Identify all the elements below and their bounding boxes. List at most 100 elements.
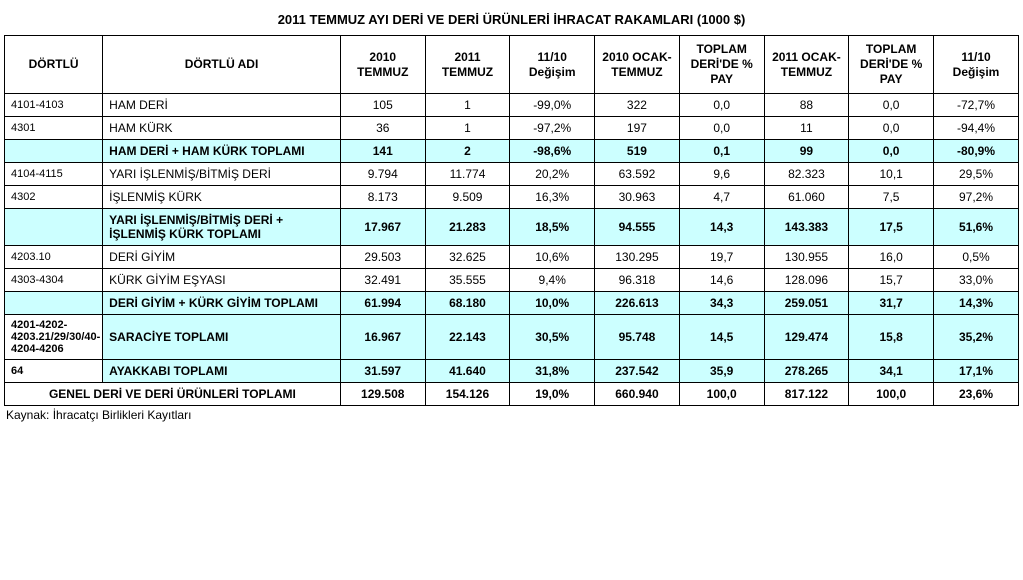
row-code xyxy=(5,209,103,246)
row-value: 9.509 xyxy=(425,186,510,209)
row-name: HAM DERİ + HAM KÜRK TOPLAMI xyxy=(103,140,341,163)
row-code xyxy=(5,140,103,163)
row-name: DERİ GİYİM + KÜRK GİYİM TOPLAMI xyxy=(103,292,341,315)
row-value: 141 xyxy=(340,140,425,163)
row-value: 34,1 xyxy=(849,360,934,383)
row-value: 35,9 xyxy=(679,360,764,383)
row-value: 9,6 xyxy=(679,163,764,186)
col-header-code: DÖRTLÜ xyxy=(5,36,103,94)
row-value: 94.555 xyxy=(595,209,680,246)
row-value: 143.383 xyxy=(764,209,849,246)
row-value: -99,0% xyxy=(510,94,595,117)
row-value: 31.597 xyxy=(340,360,425,383)
table-row: 4301HAM KÜRK361-97,2%1970,0110,0-94,4% xyxy=(5,117,1019,140)
row-value: -94,4% xyxy=(934,117,1019,140)
grand-total-label: GENEL DERİ VE DERİ ÜRÜNLERİ TOPLAMI xyxy=(5,383,341,406)
col-header-change2: 11/10 Değişim xyxy=(934,36,1019,94)
row-value: 22.143 xyxy=(425,315,510,360)
row-value: 17,1% xyxy=(934,360,1019,383)
grand-v6: 100,0 xyxy=(849,383,934,406)
row-value: 0,1 xyxy=(679,140,764,163)
header-row: DÖRTLÜ DÖRTLÜ ADI 2010 TEMMUZ 2011 TEMMU… xyxy=(5,36,1019,94)
row-value: 16,3% xyxy=(510,186,595,209)
row-value: 16.967 xyxy=(340,315,425,360)
row-code xyxy=(5,292,103,315)
row-value: -97,2% xyxy=(510,117,595,140)
table-row: 4302İŞLENMİŞ KÜRK8.1739.50916,3%30.9634,… xyxy=(5,186,1019,209)
row-value: 20,2% xyxy=(510,163,595,186)
row-value: 322 xyxy=(595,94,680,117)
row-name: İŞLENMİŞ KÜRK xyxy=(103,186,341,209)
row-value: 0,0 xyxy=(849,117,934,140)
grand-total-row: GENEL DERİ VE DERİ ÜRÜNLERİ TOPLAMI 129.… xyxy=(5,383,1019,406)
col-header-name: DÖRTLÜ ADI xyxy=(103,36,341,94)
grand-v0: 129.508 xyxy=(340,383,425,406)
row-value: 34,3 xyxy=(679,292,764,315)
row-value: 129.474 xyxy=(764,315,849,360)
subtotal-row: YARI İŞLENMİŞ/BİTMİŞ DERİ + İŞLENMİŞ KÜR… xyxy=(5,209,1019,246)
subtotal-row: 4201-4202-4203.21/29/30/40-4204-4206SARA… xyxy=(5,315,1019,360)
row-name: HAM KÜRK xyxy=(103,117,341,140)
row-value: 41.640 xyxy=(425,360,510,383)
table-row: 4104-4115YARI İŞLENMİŞ/BİTMİŞ DERİ9.7941… xyxy=(5,163,1019,186)
row-value: 130.955 xyxy=(764,246,849,269)
row-value: 95.748 xyxy=(595,315,680,360)
table-row: 4303-4304KÜRK GİYİM EŞYASI32.49135.5559,… xyxy=(5,269,1019,292)
table-title: 2011 TEMMUZ AYI DERİ VE DERİ ÜRÜNLERİ İH… xyxy=(5,4,1019,36)
row-value: 14,5 xyxy=(679,315,764,360)
row-value: 15,7 xyxy=(849,269,934,292)
row-name: KÜRK GİYİM EŞYASI xyxy=(103,269,341,292)
col-header-change1: 11/10 Değişim xyxy=(510,36,595,94)
row-value: 8.173 xyxy=(340,186,425,209)
row-value: 33,0% xyxy=(934,269,1019,292)
row-name: AYAKKABI TOPLAMI xyxy=(103,360,341,383)
row-value: 259.051 xyxy=(764,292,849,315)
row-value: 237.542 xyxy=(595,360,680,383)
row-value: 17.967 xyxy=(340,209,425,246)
row-value: 1 xyxy=(425,94,510,117)
row-value: 10,6% xyxy=(510,246,595,269)
row-code: 64 xyxy=(5,360,103,383)
col-header-share1: TOPLAM DERİ'DE % PAY xyxy=(679,36,764,94)
row-value: -98,6% xyxy=(510,140,595,163)
row-code: 4101-4103 xyxy=(5,94,103,117)
source-line: Kaynak: İhracatçı Birlikleri Kayıtları xyxy=(4,406,1019,422)
row-value: 97,2% xyxy=(934,186,1019,209)
row-name: DERİ GİYİM xyxy=(103,246,341,269)
row-value: 17,5 xyxy=(849,209,934,246)
row-value: 0,0 xyxy=(679,94,764,117)
col-header-share2: TOPLAM DERİ'DE % PAY xyxy=(849,36,934,94)
subtotal-row: HAM DERİ + HAM KÜRK TOPLAMI1412-98,6%519… xyxy=(5,140,1019,163)
row-value: 35.555 xyxy=(425,269,510,292)
grand-v5: 817.122 xyxy=(764,383,849,406)
col-header-2011ytd: 2011 OCAK-TEMMUZ xyxy=(764,36,849,94)
col-header-2010jul: 2010 TEMMUZ xyxy=(340,36,425,94)
col-header-2011jul: 2011 TEMMUZ xyxy=(425,36,510,94)
row-value: 32.625 xyxy=(425,246,510,269)
row-value: 14,3 xyxy=(679,209,764,246)
row-value: 32.491 xyxy=(340,269,425,292)
row-value: 19,7 xyxy=(679,246,764,269)
row-value: 82.323 xyxy=(764,163,849,186)
table-row: 4101-4103HAM DERİ1051-99,0%3220,0880,0-7… xyxy=(5,94,1019,117)
row-value: 18,5% xyxy=(510,209,595,246)
grand-v2: 19,0% xyxy=(510,383,595,406)
row-value: 0,0 xyxy=(849,94,934,117)
row-value: 278.265 xyxy=(764,360,849,383)
row-value: 2 xyxy=(425,140,510,163)
row-value: 36 xyxy=(340,117,425,140)
subtotal-row: 64AYAKKABI TOPLAMI31.59741.64031,8%237.5… xyxy=(5,360,1019,383)
grand-v3: 660.940 xyxy=(595,383,680,406)
row-value: 4,7 xyxy=(679,186,764,209)
title-row: 2011 TEMMUZ AYI DERİ VE DERİ ÜRÜNLERİ İH… xyxy=(5,4,1019,36)
row-value: 96.318 xyxy=(595,269,680,292)
row-value: 21.283 xyxy=(425,209,510,246)
row-value: 0,5% xyxy=(934,246,1019,269)
row-value: 14,6 xyxy=(679,269,764,292)
row-value: 11 xyxy=(764,117,849,140)
row-value: 30,5% xyxy=(510,315,595,360)
grand-v1: 154.126 xyxy=(425,383,510,406)
row-value: 29.503 xyxy=(340,246,425,269)
row-value: 130.295 xyxy=(595,246,680,269)
row-code: 4203.10 xyxy=(5,246,103,269)
